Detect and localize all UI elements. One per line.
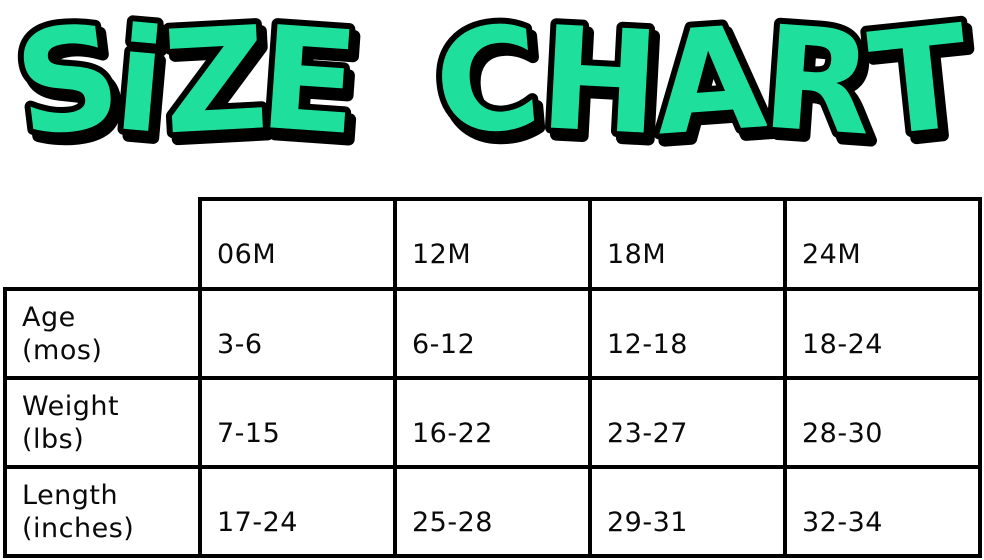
cell-length-06m: 17-24 [198, 465, 397, 558]
row-header-weight: Weight (lbs) [3, 376, 202, 469]
svg-text:S: S [7, 0, 129, 169]
cell-weight-18m: 23-27 [588, 376, 787, 469]
svg-text:T: T [863, 0, 977, 169]
column-header-24m: 24M [783, 197, 982, 291]
svg-text:H: H [536, 0, 663, 167]
svg-text:R: R [757, 0, 878, 168]
table-header-row: 06M 12M 18M 24M [5, 197, 982, 291]
table-row-age: Age (mos) 3-6 6-12 12-18 18-24 [3, 287, 982, 380]
cell-age-18m: 12-18 [588, 287, 787, 380]
svg-text:Z: Z [160, 0, 271, 166]
svg-text:C: C [428, 0, 546, 168]
svg-text:A: A [655, 2, 776, 170]
table-row-weight: Weight (lbs) 7-15 16-22 23-27 28-30 [3, 376, 982, 469]
row-header-length: Length (inches) [3, 465, 202, 558]
cell-age-24m: 18-24 [783, 287, 982, 380]
cell-weight-12m: 16-22 [393, 376, 592, 469]
row-label: Length [22, 479, 119, 511]
row-label: Weight [22, 390, 120, 422]
cell-age-06m: 3-6 [198, 287, 397, 380]
svg-text:A: A [650, 0, 771, 168]
column-header-18m: 18M [588, 197, 787, 291]
cell-weight-24m: 28-30 [783, 376, 982, 469]
column-header-12m: 12M [393, 197, 592, 291]
cell-age-12m: 6-12 [393, 287, 592, 380]
cell-length-12m: 25-28 [393, 465, 592, 558]
row-header-age: Age (mos) [3, 287, 202, 380]
svg-text:R: R [762, 2, 883, 170]
row-unit: (mos) [22, 334, 103, 366]
row-unit: (inches) [22, 512, 135, 544]
svg-text:H: H [541, 3, 668, 170]
size-chart-table: 06M 12M 18M 24M Age (mos) 3-6 6-12 12-18… [3, 197, 982, 558]
table-row-length: Length (inches) 17-24 25-28 29-31 32-34 [3, 465, 982, 558]
cell-weight-06m: 7-15 [198, 376, 397, 469]
column-header-06m: 06M [198, 197, 397, 291]
cell-length-24m: 32-34 [783, 465, 982, 558]
svg-text:Z: Z [165, 3, 276, 170]
svg-text:C: C [433, 2, 551, 170]
svg-text:T: T [868, 1, 982, 170]
blank-corner-cell [5, 199, 200, 289]
svg-text:E: E [255, 0, 363, 167]
svg-text:E: E [260, 3, 368, 170]
row-label: Age [22, 301, 76, 333]
row-unit: (lbs) [22, 423, 85, 455]
cell-length-18m: 29-31 [588, 465, 787, 558]
